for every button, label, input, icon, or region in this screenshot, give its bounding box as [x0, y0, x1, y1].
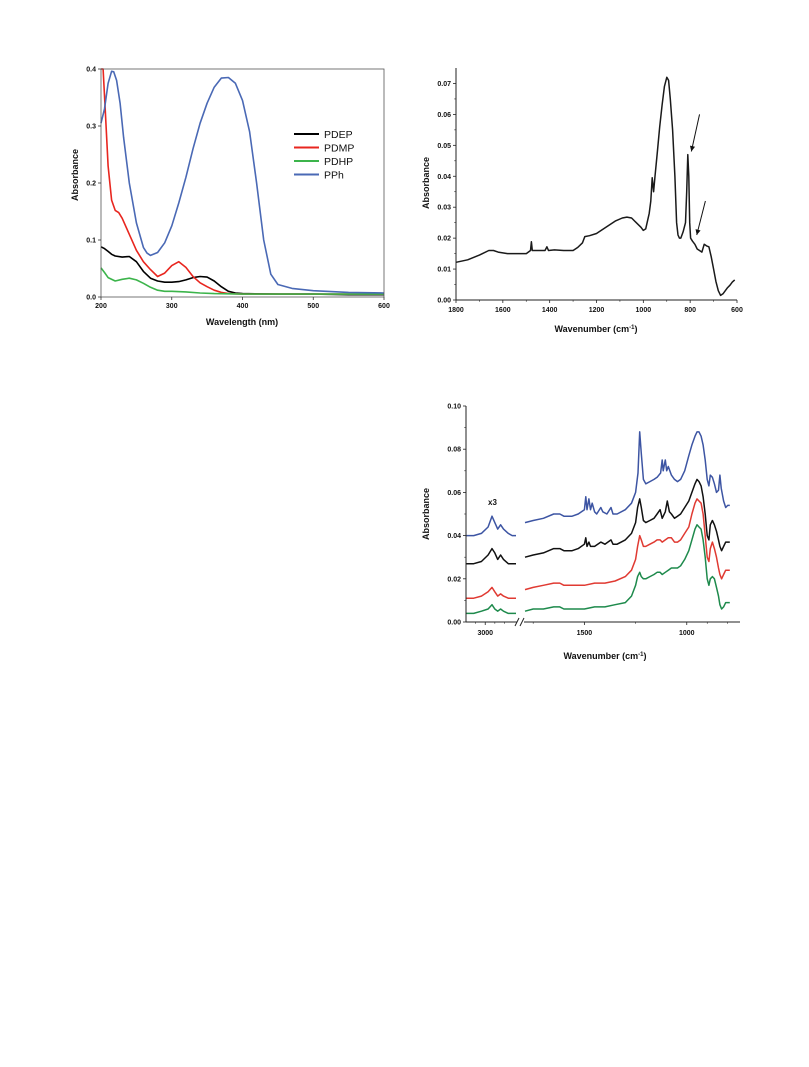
- ir2-spectrum-0-segment-0: [466, 515, 516, 537]
- ir1-y-tick-label: 0.00: [437, 298, 451, 305]
- uv-absorbance-chart: 200 300 400 500 600 0.0 0.1 0.2 0.3 0.4 Wavelengt…: [70, 67, 390, 328]
- ir2-spectrum-0-segment-1: [524, 431, 730, 524]
- ir2-axis-break-mark: [514, 617, 520, 627]
- ir2-x-tick-label: 1000: [679, 630, 695, 637]
- ir2-y-tick-label: 0.06: [447, 490, 461, 497]
- uv-x-tick-label: 300: [166, 303, 178, 310]
- ir2-spectrum-3-segment-0: [466, 603, 516, 615]
- ir2-x-tick-label: 1500: [577, 630, 593, 637]
- uv-y-tick-label: 0.3: [86, 124, 96, 131]
- ir2-xlabel-main: Wavenumber (cm: [563, 651, 638, 661]
- ir1-x-axis-title: Wavenumber (cm-1): [554, 324, 637, 334]
- ir2-series-group: [466, 431, 730, 615]
- ir2-y-tick-label: 0.04: [447, 533, 461, 540]
- ir2-x-tick-label: 3000: [477, 630, 493, 637]
- uv-series-pdhp: [100, 267, 384, 295]
- ir1-arrow-head: [689, 145, 696, 152]
- ir1-arrow-head: [695, 229, 701, 236]
- ir1-y-axis-title: Absorbance: [421, 157, 431, 209]
- ir2-y-tick-label: 0.08: [447, 447, 461, 454]
- uv-y-tick-label: 0.4: [86, 67, 96, 74]
- ir2-spectrum-1-segment-1: [524, 478, 730, 558]
- uv-x-tick-label: 400: [237, 303, 249, 310]
- ir2-axes: 3000 1500 1000 0.00 0.02 0.04 0.06 0.08 0.10: [447, 404, 740, 637]
- uv-legend-label-pph: PPh: [324, 170, 344, 182]
- ir2-y-tick-label: 0.02: [447, 576, 461, 583]
- ir1-x-tick-label: 600: [731, 307, 743, 314]
- ir1-x-tick-label: 1200: [589, 307, 605, 314]
- ir-spectrum-chart: 1800 1600 1400 1200 1000 800 600 0.00 0.01 0.02 0.…: [421, 68, 743, 334]
- ir1-arrow-shaft: [696, 200, 706, 236]
- ir2-xlabel-tail: ): [644, 651, 647, 661]
- ir2-y-axis-title: Absorbance: [421, 488, 431, 540]
- uv-legend-label-pdep: PDEP: [324, 129, 353, 141]
- ir2-axis-break-mark: [519, 617, 525, 627]
- ir2-spectrum-1-segment-0: [466, 547, 516, 565]
- uv-axes: 200 300 400 500 600 0.0 0.1 0.2 0.3 0.4: [86, 67, 390, 311]
- ir1-arrow-annotations: [689, 114, 706, 236]
- ir1-y-tick-label: 0.01: [437, 267, 451, 274]
- uv-y-axis-title: Absorbance: [70, 149, 80, 201]
- ir1-y-tick-label: 0.03: [437, 205, 451, 212]
- uv-x-tick-label: 200: [95, 303, 107, 310]
- uv-y-tick-label: 0.1: [86, 238, 96, 245]
- ir1-y-tick-label: 0.02: [437, 236, 451, 243]
- ir1-axes: 1800 1600 1400 1200 1000 800 600 0.00 0.01 0.02 0.…: [437, 68, 743, 314]
- ir2-y-tick-label: 0.00: [447, 620, 461, 627]
- uv-x-tick-label: 500: [307, 303, 319, 310]
- ir1-xlabel-sup: -1: [629, 325, 635, 331]
- ir1-x-tick-label: 1400: [542, 307, 558, 314]
- uv-legend-label-pdmp: PDMP: [324, 143, 354, 155]
- ir2-spectrum-2-segment-1: [524, 498, 730, 591]
- ir1-arrow-shaft: [690, 114, 701, 152]
- uv-x-axis-title: Wavelength (nm): [206, 317, 278, 327]
- uv-legend-label-pdhp: PDHP: [324, 156, 353, 168]
- ir1-y-tick-label: 0.04: [437, 174, 451, 181]
- ir1-spectrum-line: [455, 76, 736, 297]
- ir2-xlabel-sup: -1: [638, 652, 644, 658]
- ir1-series-group: [455, 76, 736, 297]
- ir1-y-tick-label: 0.07: [437, 81, 451, 88]
- ir2-y-tick-label: 0.10: [447, 404, 461, 411]
- uv-series-pph: [100, 70, 385, 294]
- ir1-x-tick-label: 1800: [448, 307, 464, 314]
- ir2-spectrum-3-segment-1: [524, 524, 730, 612]
- ir1-x-tick-label: 1600: [495, 307, 511, 314]
- ir1-x-tick-label: 800: [684, 307, 696, 314]
- ir2-spectrum-2-segment-0: [466, 586, 516, 599]
- ir1-xlabel-tail: ): [635, 324, 638, 334]
- uv-series-group: [100, 68, 385, 296]
- ir1-xlabel-main: Wavenumber (cm: [554, 324, 629, 334]
- uv-y-tick-label: 0.2: [86, 181, 96, 188]
- ir1-x-tick-label: 1000: [636, 307, 652, 314]
- uv-y-tick-label: 0.0: [86, 295, 96, 302]
- uv-series-pdep: [100, 246, 384, 296]
- ir1-y-tick-label: 0.06: [437, 112, 451, 119]
- ir2-x-axis-title: Wavenumber (cm-1): [563, 651, 646, 661]
- ir2-x3-annotation: x3: [488, 498, 497, 507]
- uv-x-tick-label: 600: [378, 303, 390, 310]
- ir1-y-tick-label: 0.05: [437, 143, 451, 150]
